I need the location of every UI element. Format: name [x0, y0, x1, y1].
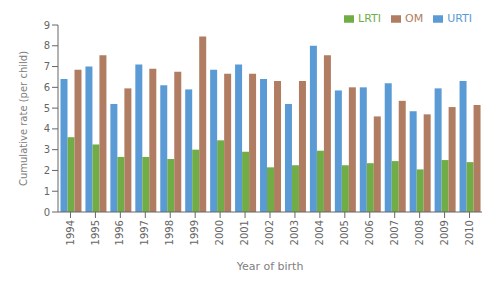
html-text:LRTI: LRTI: [358, 12, 381, 25]
svg-text:1995: 1995: [90, 220, 101, 245]
svg-text:1: 1: [44, 186, 50, 197]
svg-text:Year of birth: Year of birth: [236, 260, 304, 273]
svg-text:2008: 2008: [414, 220, 425, 245]
svg-text:2005: 2005: [339, 220, 350, 245]
svg-text:9: 9: [44, 20, 50, 31]
svg-text:2003: 2003: [289, 220, 300, 245]
svg-text:1998: 1998: [164, 220, 175, 245]
svg-text:2001: 2001: [239, 220, 250, 245]
svg-text:2010: 2010: [464, 220, 475, 245]
svg-text:Cumulative rate (per child): Cumulative rate (per child): [18, 51, 29, 186]
svg-text:2000: 2000: [214, 220, 225, 245]
svg-text:1997: 1997: [139, 220, 150, 245]
svg-text:1999: 1999: [189, 220, 200, 245]
svg-text:6: 6: [44, 82, 50, 93]
svg-text:0: 0: [44, 207, 50, 218]
svg-text:1996: 1996: [114, 220, 125, 245]
svg-text:4: 4: [44, 123, 50, 134]
svg-text:2002: 2002: [264, 220, 275, 245]
svg-text:5: 5: [44, 103, 50, 114]
html-text:OM: OM: [405, 12, 424, 25]
svg-text:8: 8: [44, 40, 50, 51]
svg-text:2004: 2004: [314, 220, 325, 245]
svg-text:2006: 2006: [364, 220, 375, 245]
svg-text:2009: 2009: [439, 220, 450, 245]
html-text:URTI: URTI: [447, 12, 472, 25]
svg-text:3: 3: [44, 144, 50, 155]
svg-text:2: 2: [44, 165, 50, 176]
svg-text:7: 7: [44, 61, 50, 72]
svg-text:1994: 1994: [65, 220, 76, 245]
svg-text:2007: 2007: [389, 220, 400, 245]
